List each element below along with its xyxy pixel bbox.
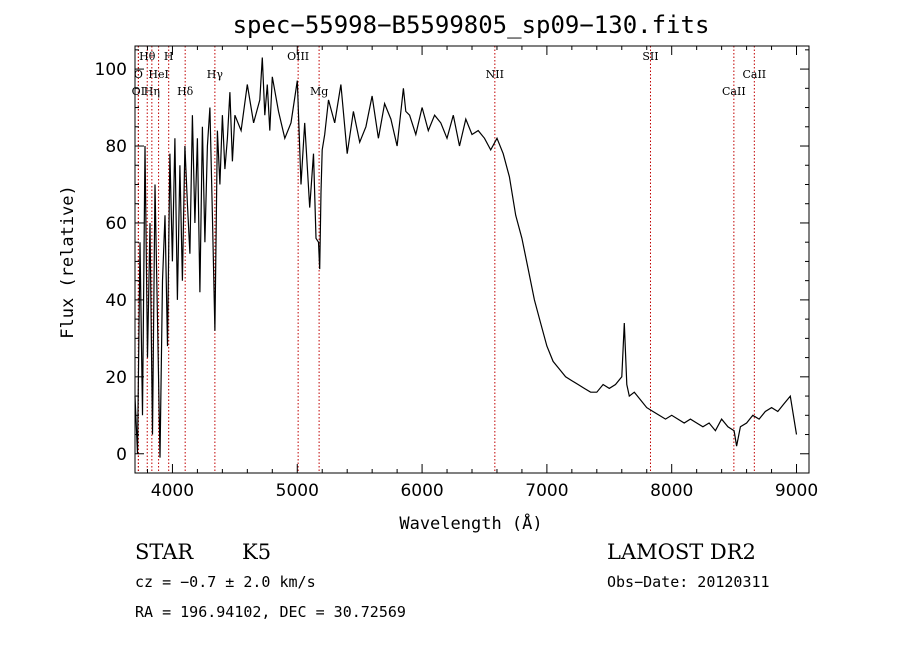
spectral-line-label: Hθ (139, 50, 156, 63)
x-axis-ticks: 4000 5000 6000 7000 8000 9000 (146, 46, 818, 501)
observation-date: Obs−Date: 20120311 (607, 573, 770, 591)
spectral-line-label: HeI (148, 68, 168, 81)
plot-frame (134, 45, 810, 474)
coordinates: RA = 196.94102, DEC = 30.72569 (135, 603, 406, 621)
spectral-line-label: Hγ (207, 68, 224, 81)
redshift-cz: cz = −0.7 ± 2.0 km/s (135, 573, 316, 591)
x-tick-label: 6000 (400, 481, 443, 501)
spectral-line-label: Hη (144, 85, 160, 98)
x-tick-label: 7000 (525, 481, 568, 501)
y-tick-label: 100 (95, 60, 127, 80)
x-tick-label: 4000 (151, 481, 194, 501)
spectral-line-label: OIII (287, 50, 309, 63)
y-tick-label: 20 (105, 368, 127, 388)
spectral-line-label: SII (642, 50, 658, 63)
x-tick-label: 9000 (775, 481, 818, 501)
x-tick-label: 5000 (276, 481, 319, 501)
survey-name: LAMOST DR2 (607, 540, 756, 564)
object-subclass: K5 (242, 540, 272, 564)
spectral-line-label: Mg (310, 85, 328, 98)
spectral-line-label: NII (486, 68, 504, 81)
spectrum-series-line (134, 57, 798, 458)
x-axis-label: Wavelength (Å) (399, 512, 542, 534)
y-axis-label: Flux (relative) (58, 185, 78, 339)
chart-title: spec−55998−B5599805_sp09−130.fits (233, 11, 710, 39)
y-axis-ticks: 0 20 40 60 80 100 (95, 49, 809, 465)
object-class: STAR (135, 540, 194, 564)
spectral-line-label: H (164, 50, 174, 63)
y-tick-label: 60 (105, 214, 127, 234)
x-tick-label: 8000 (650, 481, 693, 501)
spectral-line-label: CaII (722, 85, 746, 98)
y-tick-label: 80 (105, 137, 127, 157)
y-tick-label: 40 (105, 291, 127, 311)
spectral-line-label: Hδ (177, 85, 194, 98)
y-tick-label: 0 (116, 445, 127, 465)
spectral-line-label: CaII (742, 68, 766, 81)
spectral-line-label: O (134, 68, 143, 81)
